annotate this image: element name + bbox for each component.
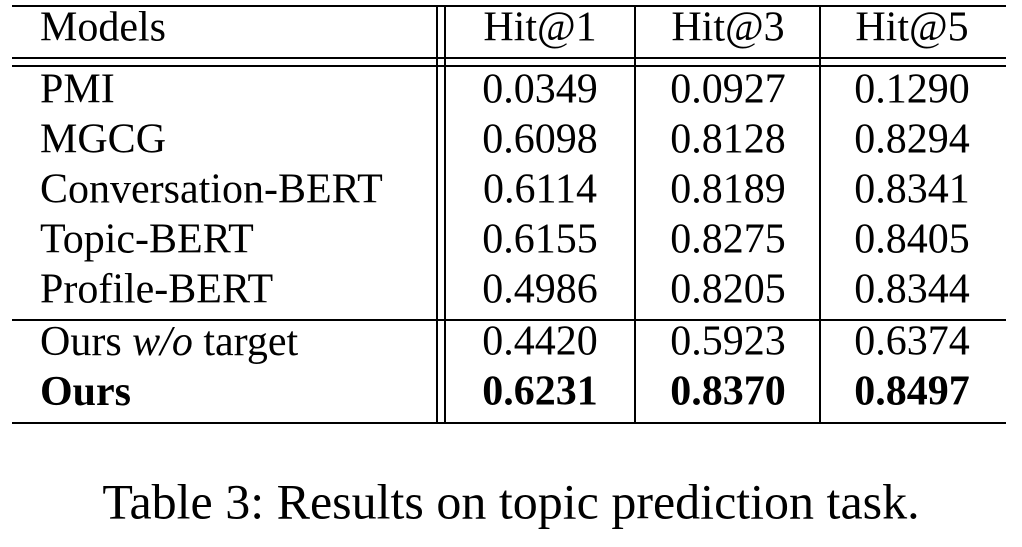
row-label: MGCG bbox=[40, 117, 166, 163]
row-label: Ours w/o target bbox=[40, 319, 299, 365]
row-label: Profile-BERT bbox=[40, 267, 273, 313]
cell-value: 0.8128 bbox=[670, 117, 786, 163]
cell-value: 0.6231 bbox=[482, 369, 598, 415]
label-part: w/o bbox=[132, 319, 193, 365]
cell-value: 0.8189 bbox=[670, 167, 786, 213]
cell-value: 0.6098 bbox=[482, 117, 598, 163]
cell-value: Hit@3 bbox=[671, 5, 784, 51]
cell-value: 0.8344 bbox=[854, 267, 970, 313]
cell-value: 0.0927 bbox=[670, 67, 786, 113]
cell-value: 0.8341 bbox=[854, 167, 970, 213]
row-label: Models bbox=[40, 5, 166, 51]
row-label: Topic-BERT bbox=[40, 217, 254, 263]
cell-value: 0.8205 bbox=[670, 267, 786, 313]
label-part: Ours bbox=[40, 369, 131, 415]
cell-value: Hit@5 bbox=[855, 5, 968, 51]
cell-value: 0.1290 bbox=[854, 67, 970, 113]
cell-value: 0.6155 bbox=[482, 217, 598, 263]
cell-value: 0.4986 bbox=[482, 267, 598, 313]
cell-value: 0.8497 bbox=[854, 369, 970, 415]
cell-value: 0.8405 bbox=[854, 217, 970, 263]
row-label: Ours bbox=[40, 369, 131, 415]
cell-value: 0.8275 bbox=[670, 217, 786, 263]
cell-value: 0.8370 bbox=[670, 369, 786, 415]
cell-value: Hit@1 bbox=[483, 5, 596, 51]
cell-value: 0.8294 bbox=[854, 117, 970, 163]
cell-value: 0.5923 bbox=[670, 319, 786, 365]
row-label: PMI bbox=[40, 67, 115, 113]
cell-value: 0.0349 bbox=[482, 67, 598, 113]
table-caption: Table 3: Results on topic prediction tas… bbox=[102, 473, 919, 529]
label-part: target bbox=[203, 319, 298, 365]
cell-value: 0.6374 bbox=[854, 319, 970, 365]
table-rules bbox=[12, 5, 1006, 424]
row-label: Conversation-BERT bbox=[40, 167, 383, 213]
cell-value: 0.4420 bbox=[482, 319, 598, 365]
cell-value: 0.6114 bbox=[483, 167, 597, 213]
label-part: Ours bbox=[40, 319, 122, 365]
